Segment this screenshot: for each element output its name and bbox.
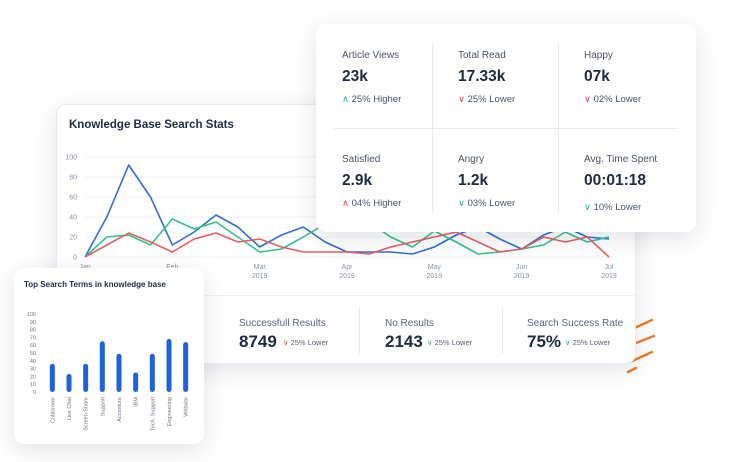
stat-change: ∨ 10% Lower [584,202,642,213]
x-tick-year: 2019 [514,273,530,280]
stat-label: Angry [458,154,485,165]
stat-label: No Results [385,318,434,329]
x-tick-label: Live Chat [67,397,73,421]
x-tick-year: 2019 [427,273,443,280]
stat-change: ∨ 03% Lower [458,198,516,209]
search-stats-title: Knowledge Base Search Stats [69,119,234,131]
bar [166,338,172,392]
y-tick-label: 40 [30,359,36,365]
y-tick-label: 20 [69,235,77,242]
y-tick-label: 70 [30,335,36,341]
stat-label: Total Read [458,50,506,61]
y-tick-label: 50 [30,351,36,357]
x-tick-label: Screen Share [84,397,90,431]
stat-avg-time-spent: Avg. Time Spent 00:01:18 ∨ 10% Lower [558,128,684,232]
bar [49,363,55,392]
x-tick-label: Feb [166,264,178,271]
stat-change: ∨ 02% Lower [584,94,642,105]
stat-angry: Angry 1.2k ∨ 03% Lower [432,128,558,232]
bar [149,353,155,392]
y-tick-label: 60 [30,343,36,349]
stat-value: 2143 [385,332,423,351]
stat-value: 8749 [239,332,277,351]
y-tick-label: 10 [30,382,36,388]
x-tick-label: Apr [342,264,354,271]
arrow-down-icon: ∨ [584,94,591,105]
arrow-up-icon: ∧ [342,198,349,209]
y-tick-label: 80 [69,175,77,182]
article-stats-card: Article Views 23k ∧ 25% Higher Total Rea… [316,24,696,232]
y-tick-label: 100 [65,155,77,162]
stat-change: ∨ 25% Lower [427,338,473,347]
x-tick-label: Tech. Support [150,397,156,431]
stat-value: 07k [584,68,610,85]
x-tick-label: Jan [79,264,90,271]
stat-label: Satisfied [342,154,381,165]
arrow-down-icon: ∨ [458,198,465,209]
bar [183,342,189,392]
series-line-red [84,231,610,258]
y-tick-label: 60 [69,195,77,202]
bar [133,372,139,392]
y-tick-label: 20 [30,374,36,380]
stat-label: Happy [584,50,613,61]
x-tick-year: 2019 [339,273,355,280]
stat-value: 17.33k [458,68,506,85]
y-tick-label: 0 [33,390,36,396]
search-results-row: Successfull Results 8749 ∨ 25% Lower No … [57,295,637,365]
stat-value: 00:01:18 [584,172,647,189]
y-tick-label: 100 [27,312,36,318]
stat-change: ∨ 25% Lower [283,338,329,347]
stat-value: 23k [342,68,368,85]
bar [66,374,72,392]
x-tick-label: Support [100,397,106,417]
x-tick-label: May [428,264,442,271]
x-tick-label: Engineering [167,397,173,426]
x-tick-year: 2019 [252,273,268,280]
stat-article-views: Article Views 23k ∧ 25% Higher [316,24,442,128]
stat-change: ∨ 25% Lower [565,338,611,347]
x-tick-year: 2019 [601,273,617,280]
y-tick-label: 30 [30,367,36,373]
stat-change: ∨ 25% Lower [458,94,516,105]
y-tick-label: 80 [30,328,36,334]
y-tick-label: 40 [69,215,77,222]
top-search-terms-card: 0 10 20 30 40 50 60 70 80 90 100 Cubicrowe Live Chat… [14,268,204,444]
stat-value: 1.2k [458,172,489,189]
stat-label: Avg. Time Spent [584,154,658,165]
stat-label: Search Success Rate [527,318,624,329]
y-tick-label: 90 [30,320,36,326]
bar [99,341,105,392]
arrow-down-icon: ∨ [458,94,465,105]
x-tick-label: Accenture [117,397,123,422]
arrow-up-icon: ∧ [342,94,349,105]
x-tick-label: Jul [605,264,614,271]
arrow-down-icon: ∨ [283,338,289,347]
stat-happy: Happy 07k ∨ 02% Lower [558,24,684,128]
y-tick-label: 0 [73,255,77,262]
x-tick-label: Jun [516,264,527,271]
arrow-down-icon: ∨ [584,202,591,213]
x-tick-label: Cubicrowe [50,397,56,423]
stat-value: 2.9k [342,172,373,189]
stat-label: Successfull Results [239,318,326,329]
bar [116,353,122,392]
stat-label: Article Views [342,50,400,61]
x-tick-label: Mar [254,264,267,271]
arrow-down-icon: ∨ [565,338,571,347]
x-tick-label: IBM [134,397,140,407]
bar [83,363,89,392]
stat-value: 75% [527,332,562,351]
arrow-down-icon: ∨ [427,338,433,347]
stat-satisfied: Satisfied 2.9k ∧ 04% Higher [316,128,442,232]
stat-change: ∧ 25% Higher [342,94,402,105]
stat-change: ∧ 04% Higher [342,198,402,209]
top-search-terms-title: Top Search Terms in knowledge base [24,280,166,289]
stat-total-read: Total Read 17.33k ∨ 25% Lower [432,24,558,128]
x-tick-label: Website [184,397,190,417]
